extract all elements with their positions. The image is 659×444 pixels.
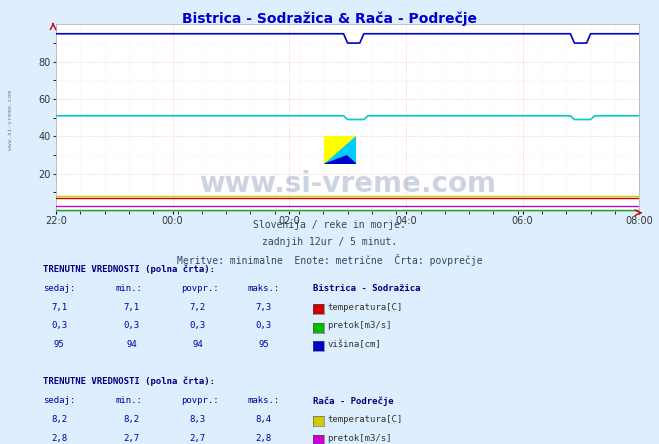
Text: Bistrica - Sodražica: Bistrica - Sodražica <box>313 284 420 293</box>
Text: www.si-vreme.com: www.si-vreme.com <box>8 90 13 150</box>
Text: TRENUTNE VREDNOSTI (polna črta):: TRENUTNE VREDNOSTI (polna črta): <box>43 264 215 274</box>
Text: temperatura[C]: temperatura[C] <box>328 303 403 312</box>
Text: 8,2: 8,2 <box>51 415 67 424</box>
Text: višina[cm]: višina[cm] <box>328 340 382 349</box>
Text: maks.:: maks.: <box>247 284 279 293</box>
Text: Slovenija / reke in morje.: Slovenija / reke in morje. <box>253 220 406 230</box>
Text: 8,4: 8,4 <box>256 415 272 424</box>
Text: www.si-vreme.com: www.si-vreme.com <box>199 170 496 198</box>
Text: 94: 94 <box>127 340 137 349</box>
Text: pretok[m3/s]: pretok[m3/s] <box>328 434 392 443</box>
Text: sedaj:: sedaj: <box>43 396 75 405</box>
Text: 8,2: 8,2 <box>124 415 140 424</box>
Text: 95: 95 <box>54 340 65 349</box>
Text: povpr.:: povpr.: <box>181 396 219 405</box>
Text: Bistrica - Sodražica & Rača - Podrečje: Bistrica - Sodražica & Rača - Podrečje <box>182 11 477 26</box>
Text: min.:: min.: <box>115 396 142 405</box>
Text: min.:: min.: <box>115 284 142 293</box>
Text: 7,1: 7,1 <box>124 303 140 312</box>
Text: 2,7: 2,7 <box>124 434 140 443</box>
Text: pretok[m3/s]: pretok[m3/s] <box>328 321 392 330</box>
Text: 0,3: 0,3 <box>124 321 140 330</box>
Text: 2,8: 2,8 <box>256 434 272 443</box>
Text: 2,7: 2,7 <box>190 434 206 443</box>
Polygon shape <box>324 136 357 164</box>
Text: maks.:: maks.: <box>247 396 279 405</box>
Text: temperatura[C]: temperatura[C] <box>328 415 403 424</box>
Text: 8,3: 8,3 <box>190 415 206 424</box>
Text: 94: 94 <box>192 340 203 349</box>
Text: 0,3: 0,3 <box>190 321 206 330</box>
Polygon shape <box>324 156 357 164</box>
Text: sedaj:: sedaj: <box>43 284 75 293</box>
Text: zadnjih 12ur / 5 minut.: zadnjih 12ur / 5 minut. <box>262 237 397 247</box>
Text: 0,3: 0,3 <box>256 321 272 330</box>
Text: povpr.:: povpr.: <box>181 284 219 293</box>
Text: 7,2: 7,2 <box>190 303 206 312</box>
Text: 7,3: 7,3 <box>256 303 272 312</box>
Text: Rača - Podrečje: Rača - Podrečje <box>313 396 393 406</box>
Text: 7,1: 7,1 <box>51 303 67 312</box>
Polygon shape <box>324 136 357 164</box>
Text: TRENUTNE VREDNOSTI (polna črta):: TRENUTNE VREDNOSTI (polna črta): <box>43 377 215 386</box>
Text: Meritve: minimalne  Enote: metrične  Črta: povprečje: Meritve: minimalne Enote: metrične Črta:… <box>177 254 482 266</box>
Text: 2,8: 2,8 <box>51 434 67 443</box>
Text: 95: 95 <box>258 340 269 349</box>
Text: 0,3: 0,3 <box>51 321 67 330</box>
